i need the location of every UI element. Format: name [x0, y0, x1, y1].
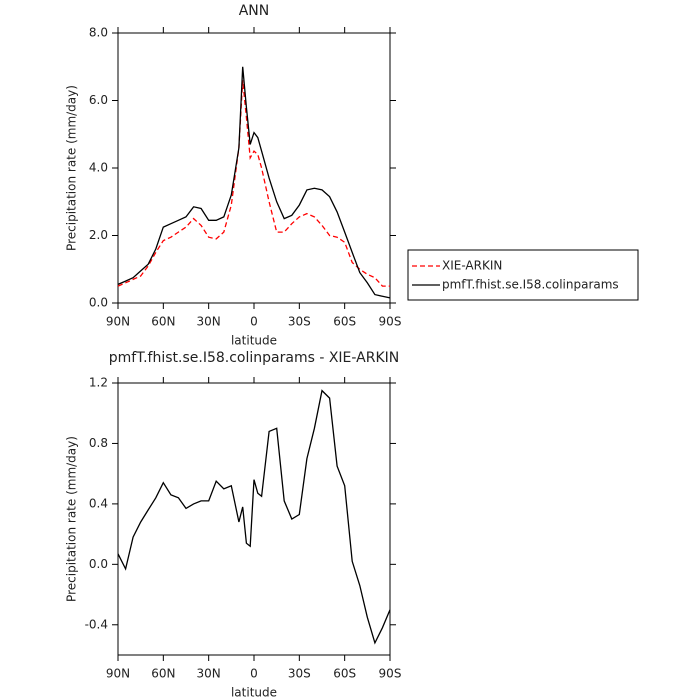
legend-label: XIE-ARKIN — [442, 259, 502, 273]
x-tick-label: 90N — [106, 315, 130, 329]
x-tick-label: 30S — [288, 667, 311, 681]
data-line — [117, 389, 391, 645]
y-tick-label: 2.0 — [89, 228, 108, 242]
x-tick-label: 90N — [106, 667, 130, 681]
data-line — [117, 66, 391, 299]
y-tick-label: 8.0 — [89, 26, 108, 40]
x-tick-label: 90S — [379, 667, 402, 681]
legend-label: pmfT.fhist.se.I58.colinparams — [442, 278, 619, 292]
x-tick-label: 30S — [288, 315, 311, 329]
plot-frame — [117, 382, 391, 656]
data-line — [117, 80, 390, 287]
y-tick-label: 0.8 — [89, 436, 108, 450]
chart-title: pmfT.fhist.se.I58.colinparams - XIE-ARKI… — [109, 350, 399, 366]
y-tick-label: 0.0 — [89, 296, 108, 310]
y-tick-label: -0.4 — [85, 617, 108, 631]
x-tick-label: 30N — [197, 667, 221, 681]
x-tick-label: 60S — [333, 315, 356, 329]
y-tick-label: 1.2 — [89, 376, 108, 390]
legend-box — [407, 249, 639, 301]
x-tick-label: 0 — [250, 667, 258, 681]
x-tick-label: 60N — [151, 315, 175, 329]
x-axis-label: latitude — [231, 334, 277, 348]
x-tick-label: 60S — [333, 667, 356, 681]
y-tick-label: 6.0 — [89, 93, 108, 107]
x-axis-label: latitude — [231, 686, 277, 700]
y-tick-label: 0.4 — [89, 496, 108, 510]
y-axis-label: Precipitation rate (mm/day) — [65, 85, 79, 251]
x-tick-label: 30N — [197, 315, 221, 329]
x-tick-label: 60N — [151, 667, 175, 681]
y-tick-label: 4.0 — [89, 161, 108, 175]
chart-title: ANN — [239, 3, 270, 19]
y-tick-label: 0.0 — [89, 557, 108, 571]
x-tick-label: 90S — [379, 315, 402, 329]
y-axis-label: Precipitation rate (mm/day) — [65, 436, 79, 602]
x-tick-label: 0 — [250, 315, 258, 329]
plot-frame — [117, 32, 391, 304]
